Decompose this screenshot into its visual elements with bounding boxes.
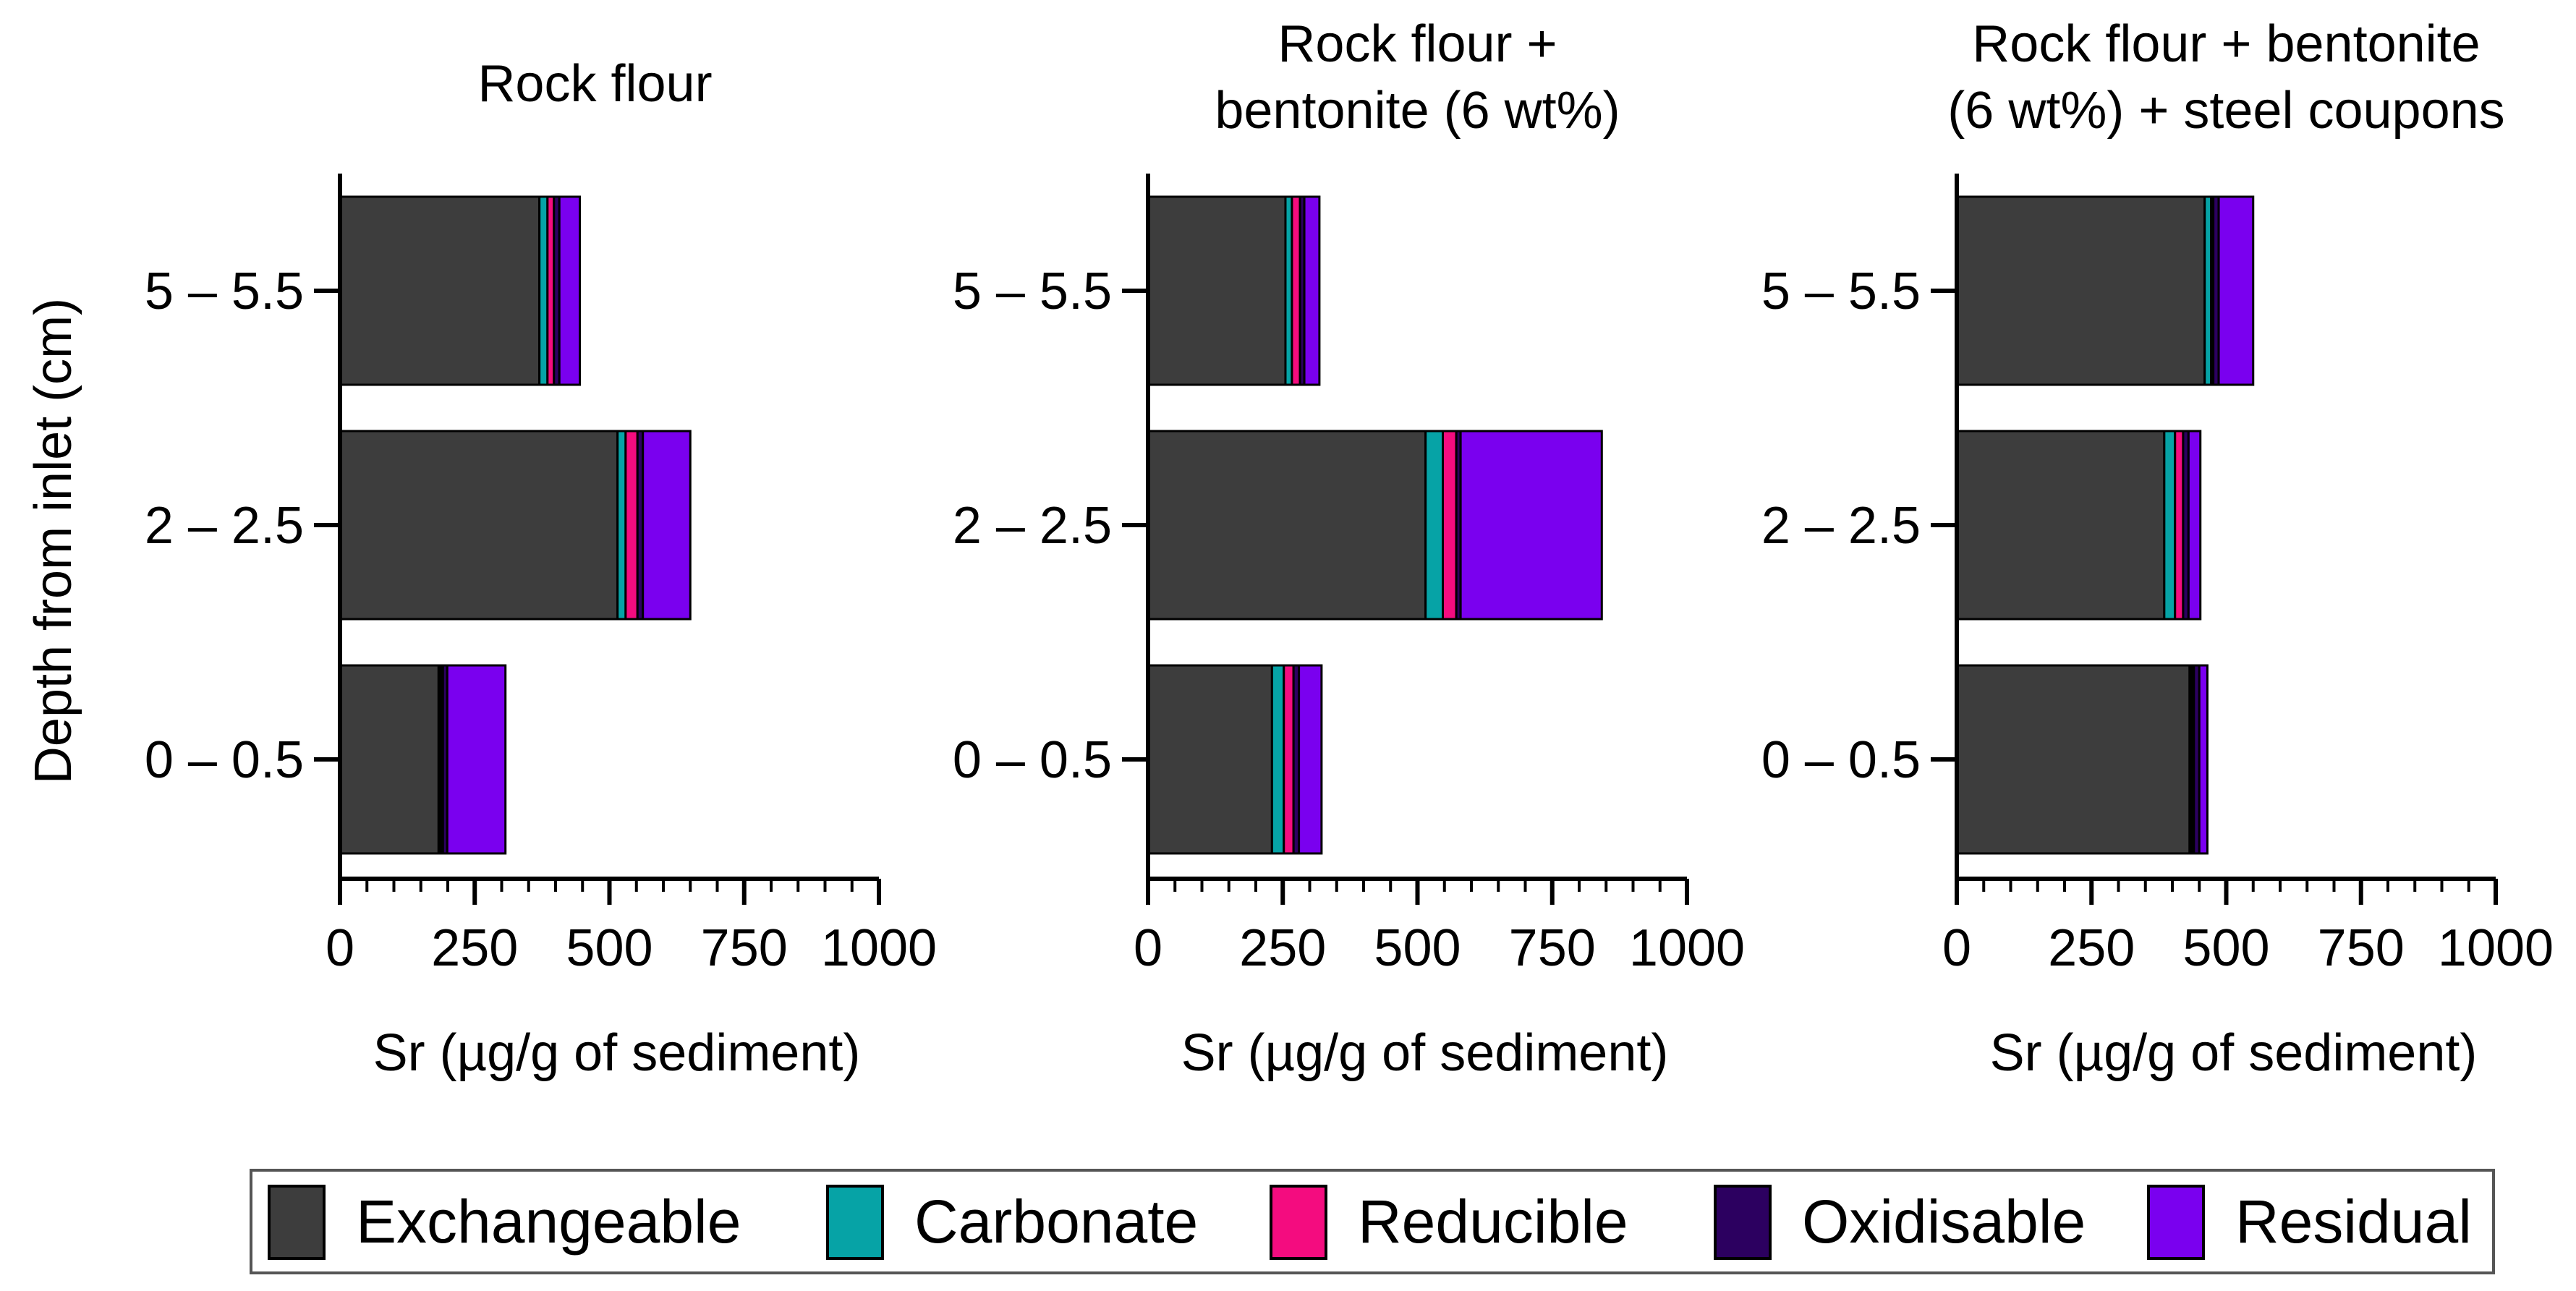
y-tick-label: 5 – 5.5 [145, 263, 304, 320]
bar-segment-residual [642, 430, 692, 621]
legend-swatch [1714, 1185, 1772, 1260]
panel-title: Rock flour + bentonite [1972, 15, 2480, 73]
y-tick-label: 2 – 2.5 [1761, 497, 1921, 555]
y-tick-label: 2 – 2.5 [953, 497, 1112, 555]
y-tick-label: 2 – 2.5 [145, 497, 304, 555]
bar-segment-residual [2217, 195, 2255, 386]
legend-item-reducible: Reducible [1270, 1185, 1628, 1260]
y-axis-label: Depth from inlet (cm) [25, 298, 82, 784]
bar-segment-carbonate [538, 195, 549, 386]
bar-segment-exchangeable [1147, 195, 1287, 386]
bar-segment-reducible [1291, 195, 1301, 386]
y-tick-label: 5 – 5.5 [1761, 263, 1921, 320]
panel-2: Rock flour + bentonite (6 wt%) 5 – 5.5 2 – … [953, 15, 1745, 1082]
x-tick-label: 500 [566, 919, 652, 977]
y-tick-label: 0 – 0.5 [145, 731, 304, 789]
bar-segment-carbonate [2163, 430, 2177, 621]
bar-segment-residual [558, 195, 582, 386]
bar-segment-exchangeable [1955, 430, 2166, 621]
x-tick-label: 250 [1239, 919, 1326, 977]
x-tick-label: 1000 [1629, 919, 1745, 977]
y-tick-label: 0 – 0.5 [1761, 731, 1921, 789]
x-tick-label: 750 [1509, 919, 1596, 977]
x-axis-label: Sr (µg/g of sediment) [1990, 1024, 2478, 1082]
x-axis-label: Sr (µg/g of sediment) [1181, 1024, 1669, 1082]
y-tick-label: 5 – 5.5 [953, 263, 1112, 320]
x-axis-label: Sr (µg/g of sediment) [373, 1024, 861, 1082]
bar-segment-exchangeable [1955, 195, 2206, 386]
y-tick-label: 0 – 0.5 [953, 731, 1112, 789]
legend-label: Residual [2235, 1188, 2472, 1256]
bar-segment-exchangeable [1147, 664, 1273, 855]
legend-item-exchangeable: Exchangeable [268, 1185, 741, 1260]
x-tick-label: 0 [1942, 919, 1971, 977]
panel-title: (6 wt%) + steel coupons [1947, 82, 2504, 140]
legend-swatch [268, 1185, 326, 1260]
legend-label: Carbonate [914, 1188, 1198, 1256]
x-tick-label: 0 [326, 919, 354, 977]
panel-title: bentonite (6 wt%) [1215, 82, 1620, 140]
bar-segment-residual [1298, 664, 1323, 855]
bar-segment-exchangeable [1147, 430, 1427, 621]
x-tick-label: 250 [431, 919, 518, 977]
legend-label: Oxidisable [1802, 1188, 2086, 1256]
chart-panels: Rock flour 5 – 5.5 2 – 2.5 0 – 0.5 0 250 500 75… [145, 15, 2554, 1082]
bar-segment-residual [1459, 430, 1603, 621]
bar-segment-carbonate [1424, 430, 1445, 621]
panel-title: Rock flour + [1278, 15, 1557, 73]
x-tick-label: 500 [1374, 919, 1461, 977]
x-tick-label: 500 [2182, 919, 2269, 977]
x-tick-label: 750 [2318, 919, 2405, 977]
legend-item-residual: Residual [2147, 1185, 2472, 1260]
bar-segment-residual [2187, 430, 2202, 621]
x-tick-label: 1000 [821, 919, 937, 977]
bar-segment-reducible [2174, 430, 2185, 621]
legend-label: Exchangeable [356, 1188, 741, 1256]
x-tick-label: 0 [1134, 919, 1162, 977]
legend-swatch [826, 1185, 884, 1260]
panel-title: Rock flour [477, 55, 712, 113]
legend: Exchangeable Carbonate Reducible Oxidisable… [250, 1169, 2495, 1274]
legend-label: Reducible [1358, 1188, 1628, 1256]
bar-segment-reducible [1442, 430, 1458, 621]
bar-segment-reducible [624, 430, 639, 621]
x-tick-label: 1000 [2438, 919, 2554, 977]
panel-1: Rock flour 5 – 5.5 2 – 2.5 0 – 0.5 0 250 500 75… [145, 55, 937, 1082]
bar-segment-carbonate [1270, 664, 1285, 855]
bar-segment-reducible [1283, 664, 1295, 855]
bar-segment-residual [446, 664, 507, 855]
legend-item-oxidisable: Oxidisable [1714, 1185, 2086, 1260]
bar-segment-residual [2198, 664, 2209, 855]
panel-3: Rock flour + bentonite (6 wt%) + steel co… [1761, 15, 2554, 1082]
legend-item-carbonate: Carbonate [826, 1185, 1198, 1260]
bar-segment-exchangeable [339, 664, 440, 855]
legend-frame [250, 1169, 2495, 1274]
bar-segment-exchangeable [1955, 664, 2191, 855]
x-tick-label: 250 [2048, 919, 2135, 977]
legend-swatch [1270, 1185, 1327, 1260]
bar-segment-exchangeable [339, 195, 541, 386]
x-tick-label: 750 [701, 919, 788, 977]
bar-segment-exchangeable [339, 430, 619, 621]
legend-swatch [2147, 1185, 2205, 1260]
bar-segment-carbonate [616, 430, 627, 621]
bar-segment-residual [1303, 195, 1321, 386]
